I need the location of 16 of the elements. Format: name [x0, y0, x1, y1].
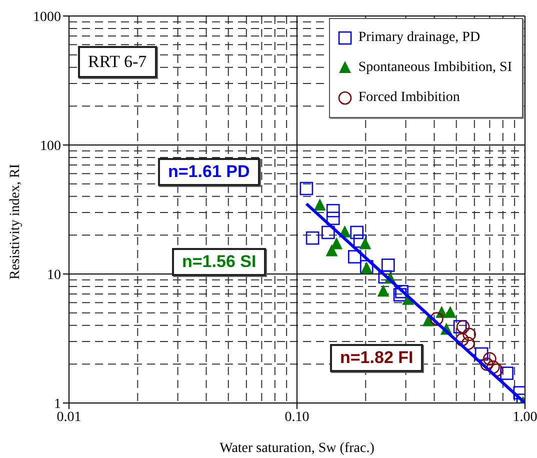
y-tick-label: 10	[47, 268, 61, 283]
y-tick-label: 1000	[33, 10, 61, 25]
x-axis-title: Water saturation, Sw (frac.)	[220, 441, 375, 456]
x-tick-label: 0.01	[56, 410, 82, 425]
x-tick-label: 0.10	[284, 410, 310, 425]
annotation: n=1.56 SI	[172, 248, 266, 276]
legend-label: Spontaneous Imbibition, SI	[358, 60, 512, 76]
legend-label: Primary drainage, PD	[358, 30, 480, 46]
y-tick-label: 1	[54, 396, 61, 412]
y-tick-label: 100	[40, 138, 61, 154]
annotation: n=1.61 PD	[158, 158, 260, 186]
y-axis-title: Resistivity index, RI	[8, 164, 23, 280]
annotation: n=1.82 FI	[330, 344, 424, 372]
x-tick-label: 1.00	[512, 410, 537, 425]
annotation: RRT 6-7	[78, 46, 157, 78]
legend-label: Forced Imbibition	[358, 90, 460, 106]
